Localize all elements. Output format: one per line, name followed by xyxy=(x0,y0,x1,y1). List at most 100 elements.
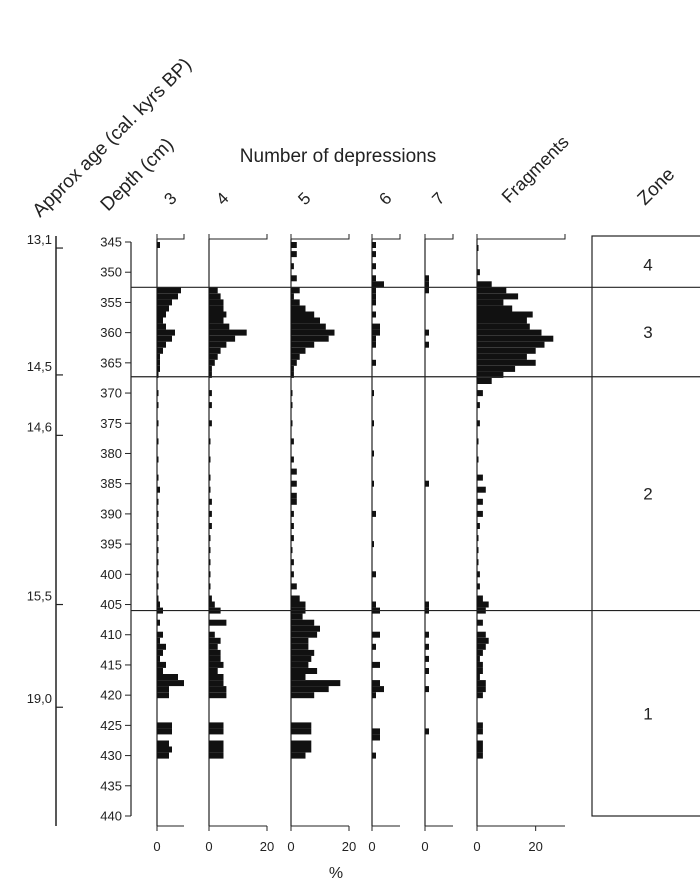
bar-0-8 xyxy=(157,329,175,336)
bar-0-28 xyxy=(157,559,159,566)
series-x-tick-label-5-1: 20 xyxy=(528,839,542,854)
depth-tick-label-9: 390 xyxy=(100,506,122,521)
bar-2-28 xyxy=(291,510,294,517)
bar-2-2 xyxy=(291,263,294,270)
series-top-bracket-0 xyxy=(156,234,185,240)
depth-tick-label-12: 405 xyxy=(100,597,122,612)
bar-2-18 xyxy=(291,371,294,378)
bar-2-33 xyxy=(291,571,294,578)
bar-3-11 xyxy=(372,335,376,342)
depth-tick-label-3: 360 xyxy=(100,325,122,340)
bar-2-16 xyxy=(291,359,297,366)
age-tick-label-2: 14,6 xyxy=(27,419,52,434)
bar-3-26 xyxy=(372,680,380,687)
depth-tick-label-14: 415 xyxy=(100,657,122,672)
bar-1-26 xyxy=(209,547,211,554)
bar-0-35 xyxy=(157,631,163,638)
series-name-0: 3 xyxy=(160,189,180,209)
zone-box xyxy=(591,235,700,817)
bar-2-22 xyxy=(291,438,294,445)
bar-0-21 xyxy=(157,474,159,481)
bar-5-43 xyxy=(477,661,483,668)
series-name-2: 5 xyxy=(294,189,314,209)
bar-5-38 xyxy=(477,631,486,638)
bar-5-8 xyxy=(477,317,527,324)
bar-2-6 xyxy=(291,299,300,306)
bar-1-31 xyxy=(209,601,215,608)
bar-1-29 xyxy=(209,583,211,590)
bar-5-32 xyxy=(477,571,480,578)
bar-1-4 xyxy=(209,311,227,318)
bar-2-55 xyxy=(291,746,312,753)
bar-5-37 xyxy=(477,619,483,626)
bar-4-10 xyxy=(425,655,429,662)
bar-3-17 xyxy=(372,480,374,487)
series-x-tick-label-1-0: 0 xyxy=(205,839,212,854)
bar-0-10 xyxy=(157,341,166,348)
bar-1-35 xyxy=(209,637,221,644)
series-panel-4: 70 xyxy=(421,189,454,854)
bar-2-4 xyxy=(291,287,300,294)
bar-4-8 xyxy=(425,631,429,638)
bar-2-30 xyxy=(291,535,294,542)
bar-0-27 xyxy=(157,547,159,554)
bar-4-1 xyxy=(425,281,429,288)
bar-5-15 xyxy=(477,359,536,366)
bar-0-34 xyxy=(157,619,160,626)
bar-0-0 xyxy=(157,242,160,248)
bar-0-26 xyxy=(157,535,159,542)
bar-1-37 xyxy=(209,649,221,656)
bar-4-13 xyxy=(425,728,429,735)
bar-5-21 xyxy=(477,420,480,427)
bar-1-7 xyxy=(209,329,247,336)
bar-0-47 xyxy=(157,728,172,735)
depth-tick-label-7: 380 xyxy=(100,446,122,461)
bar-4-2 xyxy=(425,287,429,294)
bar-3-20 xyxy=(372,571,376,578)
series-panel-2: 5 0 20 xyxy=(287,189,356,854)
depth-axis: 345 350 355 360 365 370 375 380 385 390 395 400 405 4… xyxy=(100,235,132,824)
series-top-bracket-4 xyxy=(424,234,454,240)
series-name-3: 6 xyxy=(375,189,395,209)
bar-3-12 xyxy=(372,341,376,348)
bar-2-24 xyxy=(291,468,297,475)
bar-5-33 xyxy=(477,583,480,590)
bar-4-12 xyxy=(425,686,429,693)
series-top-bracket-3 xyxy=(371,234,401,240)
zone-label-0: 4 xyxy=(643,256,652,275)
bar-1-12 xyxy=(209,359,215,366)
bar-2-10 xyxy=(291,323,326,330)
age-tick-label-3: 15,5 xyxy=(27,589,52,604)
bar-5-28 xyxy=(477,523,480,529)
bar-1-8 xyxy=(209,335,236,342)
bar-1-41 xyxy=(209,674,224,680)
bar-5-44 xyxy=(477,668,483,674)
bar-5-49 xyxy=(477,722,483,729)
bar-1-30 xyxy=(209,595,212,602)
bar-0-40 xyxy=(157,661,166,668)
bar-3-3 xyxy=(372,275,376,282)
zone-label-2: 2 xyxy=(643,485,652,504)
bar-1-3 xyxy=(209,305,224,312)
bar-1-21 xyxy=(209,486,211,493)
bar-0-19 xyxy=(157,438,159,445)
bar-1-11 xyxy=(209,353,218,360)
bar-3-1 xyxy=(372,251,376,258)
bar-2-8 xyxy=(291,311,315,318)
series-x-tick-label-0-0: 0 xyxy=(153,839,160,854)
bar-0-3 xyxy=(157,299,172,306)
bar-3-27 xyxy=(372,686,384,693)
bar-5-52 xyxy=(477,746,483,753)
bar-1-28 xyxy=(209,571,211,578)
bar-2-29 xyxy=(291,523,294,529)
depth-tick-label-19: 440 xyxy=(100,809,122,824)
bar-2-34 xyxy=(291,583,297,590)
series-top-bracket-5 xyxy=(476,234,566,240)
bar-4-9 xyxy=(425,643,429,650)
bar-3-31 xyxy=(372,752,376,759)
bar-3-4 xyxy=(372,281,384,288)
depth-tick-label-5: 370 xyxy=(100,386,122,401)
bar-4-4 xyxy=(425,341,429,348)
bar-5-51 xyxy=(477,740,483,747)
bar-1-18 xyxy=(209,438,211,445)
